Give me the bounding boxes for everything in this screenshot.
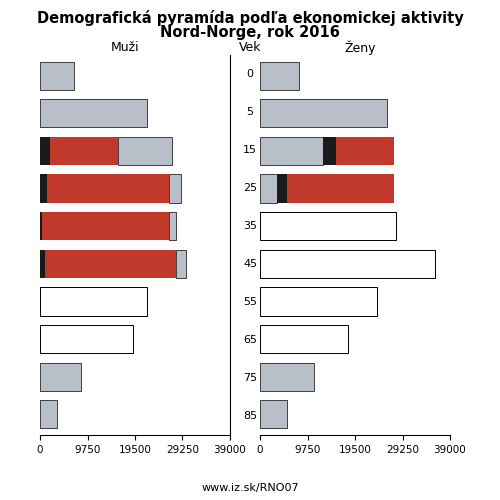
Bar — [260, 362, 314, 391]
Text: 25: 25 — [243, 183, 257, 193]
Text: 15: 15 — [243, 145, 257, 155]
Bar — [40, 174, 48, 203]
Bar — [40, 400, 57, 428]
Bar — [40, 250, 45, 278]
Bar — [260, 174, 277, 203]
Text: 75: 75 — [243, 373, 257, 383]
Text: 45: 45 — [243, 259, 257, 269]
Text: 65: 65 — [243, 335, 257, 345]
Text: 85: 85 — [243, 411, 257, 421]
Text: Demografická pyramída podľa ekonomickej aktivity: Demografická pyramída podľa ekonomickej … — [36, 10, 464, 26]
Bar — [118, 137, 172, 165]
Bar — [287, 174, 394, 203]
Bar — [40, 99, 147, 128]
Bar — [324, 137, 336, 165]
Text: Nord-Norge, rok 2016: Nord-Norge, rok 2016 — [160, 25, 340, 40]
Bar — [260, 288, 377, 316]
Bar — [260, 212, 396, 240]
Bar — [260, 99, 386, 128]
Bar — [42, 212, 169, 240]
Bar — [48, 174, 169, 203]
Bar — [169, 212, 176, 240]
Bar — [40, 62, 74, 90]
Text: 0: 0 — [246, 69, 254, 79]
Bar — [45, 250, 176, 278]
Bar — [336, 137, 394, 165]
Bar — [260, 325, 348, 353]
Bar — [50, 137, 118, 165]
Bar — [176, 250, 186, 278]
Bar — [260, 137, 324, 165]
Bar — [40, 325, 132, 353]
Text: 5: 5 — [246, 107, 254, 117]
Text: Ženy: Ženy — [344, 40, 376, 54]
Bar — [260, 400, 287, 428]
Bar — [40, 212, 42, 240]
Bar — [277, 174, 287, 203]
Bar — [40, 288, 147, 316]
Bar — [40, 137, 50, 165]
Bar — [169, 174, 181, 203]
Text: www.iz.sk/RNO07: www.iz.sk/RNO07 — [201, 482, 299, 492]
Legend: neaktívni, nezamestnaní, pracujúci: neaktívni, nezamestnaní, pracujúci — [330, 0, 448, 4]
Text: Muži: Muži — [110, 41, 140, 54]
Text: 35: 35 — [243, 221, 257, 231]
Bar — [260, 250, 436, 278]
Text: 55: 55 — [243, 297, 257, 307]
Bar — [40, 362, 82, 391]
Bar — [260, 62, 299, 90]
Text: Vek: Vek — [239, 41, 261, 54]
